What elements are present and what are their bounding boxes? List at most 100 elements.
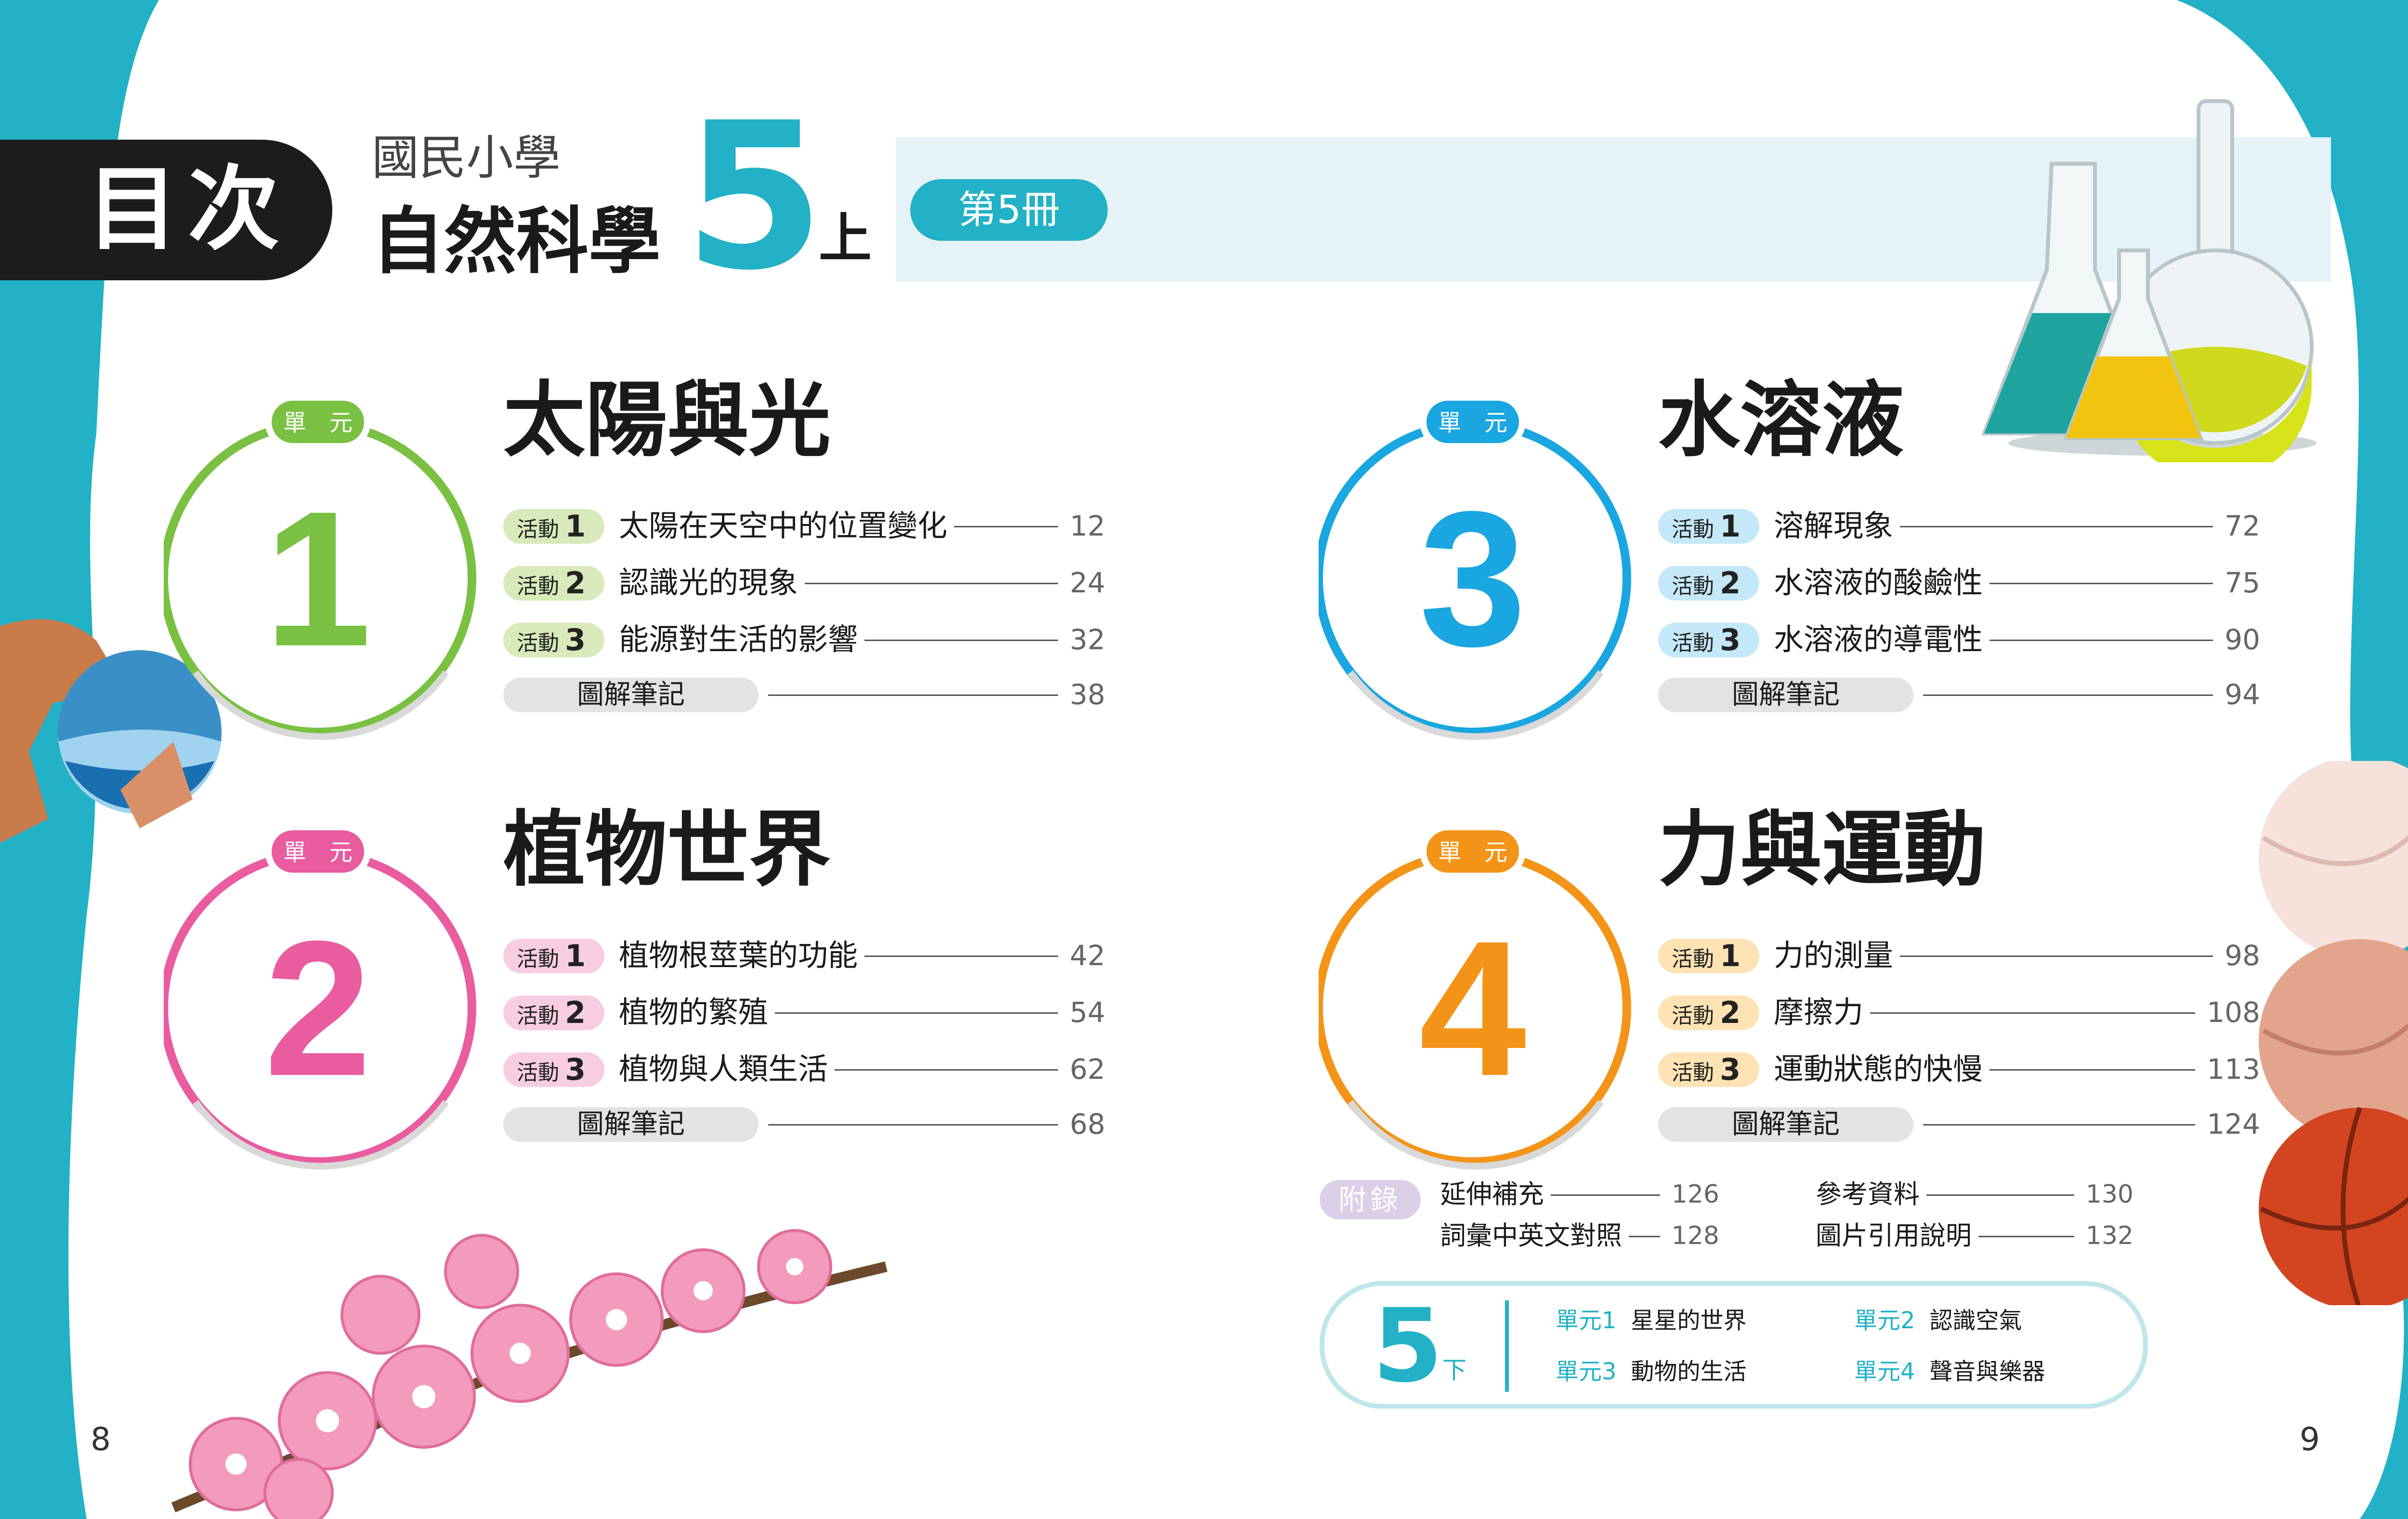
activity-row[interactable]: 活動 1 溶解現象 72	[1658, 507, 2260, 545]
next-unit-3[interactable]: 單元3 動物的生活	[1556, 1357, 1747, 1386]
activity-title: 能源對生活的影響	[619, 622, 858, 657]
next-unit-title: 動物的生活	[1631, 1358, 1747, 1385]
activity-number: 2	[1720, 565, 1741, 601]
appendix-label: 附錄	[1320, 1180, 1421, 1219]
activity-row[interactable]: 活動 2 水溶液的酸鹼性 75	[1658, 563, 2260, 602]
unit-title[interactable]: 力與運動	[1658, 802, 1986, 898]
activity-pill: 活動 1	[503, 939, 604, 973]
page-number: 94	[2225, 678, 2260, 711]
activity-title: 認識光的現象	[619, 565, 798, 600]
appendix-item[interactable]: 詞彙中英文對照 128	[1440, 1217, 1719, 1255]
activity-number: 3	[1720, 1052, 1741, 1087]
activity-row[interactable]: 活動 3 水溶液的導電性 90	[1658, 620, 2260, 659]
page-number: 126	[1671, 1180, 1719, 1209]
appendix-item[interactable]: 圖片引用說明 132	[1816, 1217, 2133, 1255]
page-number: 54	[1070, 996, 1105, 1029]
activity-title: 太陽在天空中的位置變化	[619, 508, 948, 543]
leader-line	[1870, 1012, 2195, 1014]
unit-2-block: 單 元 2 植物世界活動 1 植物根莖葉的功能 42 活動 2 植物的繁殖 54 活動 3 植物與人類生…	[164, 802, 1105, 1239]
next-unit-title: 聲音與樂器	[1929, 1358, 2045, 1385]
next-unit-2[interactable]: 單元2 認識空氣	[1854, 1306, 2022, 1335]
unit-badge-label: 單 元	[283, 839, 353, 866]
balls-image	[2259, 761, 2408, 1305]
activity-title: 力的測量	[1774, 938, 1894, 973]
leader-line	[1923, 694, 2213, 696]
unit-title[interactable]: 植物世界	[503, 802, 831, 898]
activity-number: 1	[565, 938, 586, 973]
notes-row[interactable]: 圖解筆記 38	[503, 675, 1105, 714]
activity-row[interactable]: 活動 3 植物與人類生活 62	[503, 1050, 1105, 1088]
page-number: 12	[1070, 510, 1105, 542]
next-volume-divider	[1505, 1300, 1509, 1392]
leader-line	[1551, 1194, 1660, 1196]
appendix-item-title: 參考資料	[1816, 1179, 1920, 1209]
activity-pill: 活動 2	[503, 995, 604, 1030]
notes-row[interactable]: 圖解筆記 94	[1658, 675, 2260, 714]
appendix-item-title: 圖片引用說明	[1816, 1220, 1972, 1251]
page-number: 132	[2085, 1221, 2133, 1250]
leader-line	[1989, 1069, 2195, 1071]
activity-number: 1	[1720, 509, 1741, 544]
leader-line	[805, 583, 1058, 584]
appendix-item[interactable]: 延伸補充 126	[1440, 1175, 1719, 1214]
next-unit-1[interactable]: 單元1 星星的世界	[1556, 1306, 1747, 1335]
next-unit-4[interactable]: 單元4 聲音與樂器	[1854, 1357, 2045, 1386]
notes-pill: 圖解筆記	[503, 1107, 759, 1142]
activity-label: 活動	[517, 631, 559, 655]
activity-number: 3	[1720, 622, 1741, 657]
next-unit-title: 星星的世界	[1631, 1307, 1747, 1334]
activity-title: 運動狀態的快慢	[1774, 1051, 1983, 1087]
activity-row[interactable]: 活動 2 植物的繁殖 54	[503, 993, 1105, 1032]
notes-row[interactable]: 圖解筆記 124	[1658, 1105, 2260, 1143]
activity-row[interactable]: 活動 1 植物根莖葉的功能 42	[503, 936, 1105, 975]
activity-row[interactable]: 活動 2 摩擦力 108	[1658, 993, 2260, 1032]
page-number: 108	[2207, 996, 2260, 1029]
activity-row[interactable]: 活動 3 能源對生活的影響 32	[503, 620, 1105, 659]
notes-row[interactable]: 圖解筆記 68	[503, 1105, 1105, 1143]
unit-3-block: 單 元 3 水溶液 活動 1 溶解現象 72 活動 2 水溶液的酸鹼性 75 活動 3 水溶液的導電性 90…	[1319, 373, 2260, 809]
page-number: 38	[1070, 678, 1105, 711]
activity-label: 活動	[517, 947, 559, 971]
next-unit-label: 單元4	[1854, 1358, 1915, 1385]
page-number: 68	[1070, 1108, 1105, 1140]
activity-label: 活動	[1672, 1004, 1714, 1028]
activity-number: 3	[565, 622, 586, 657]
notes-pill: 圖解筆記	[1658, 678, 1913, 712]
page-number: 24	[1070, 566, 1105, 599]
unit-title[interactable]: 太陽與光	[503, 373, 831, 468]
unit-title[interactable]: 水溶液	[1658, 373, 1904, 468]
leader-line	[1900, 526, 2213, 527]
leader-line	[954, 526, 1058, 527]
next-unit-label: 單元2	[1854, 1307, 1915, 1334]
page-number: 128	[1671, 1221, 1719, 1250]
activity-number: 1	[1720, 938, 1741, 973]
unit-number: 3	[1419, 471, 1526, 686]
leader-line	[1989, 583, 2213, 584]
page-number: 113	[2207, 1053, 2260, 1086]
leader-line	[1900, 956, 2213, 957]
activity-number: 3	[565, 1052, 586, 1087]
unit-4-block: 單 元 4 力與運動 活動 1 力的測量 98 活動 2 摩擦力 108 活動 3 運動狀態的快慢 113 圖…	[1319, 802, 2260, 1239]
appendix-item-title: 詞彙中英文對照	[1440, 1220, 1622, 1251]
unit-number-ring: 單 元 3	[1319, 395, 1631, 740]
leader-line	[768, 1124, 1058, 1126]
unit-number-ring: 單 元 2	[164, 825, 476, 1170]
notes-pill: 圖解筆記	[1658, 1107, 1913, 1142]
page-number: 75	[2225, 566, 2260, 599]
activity-row[interactable]: 活動 1 太陽在天空中的位置變化 12	[503, 507, 1105, 545]
subject-title: 自然科學	[372, 200, 661, 284]
unit-number-ring: 單 元 4	[1319, 825, 1631, 1170]
leader-line	[1926, 1194, 2074, 1196]
appendix-item-title: 延伸補充	[1440, 1179, 1544, 1209]
volume-badge: 第5冊	[910, 179, 1108, 241]
activity-title: 水溶液的導電性	[1774, 622, 1983, 657]
page-number: 130	[2085, 1180, 2133, 1209]
activity-pill: 活動 2	[1658, 995, 1759, 1030]
activity-row[interactable]: 活動 1 力的測量 98	[1658, 936, 2260, 975]
leader-line	[1978, 1236, 2074, 1237]
appendix-item[interactable]: 參考資料 130	[1816, 1175, 2133, 1214]
unit-number: 4	[1419, 901, 1528, 1116]
activity-row[interactable]: 活動 3 運動狀態的快慢 113	[1658, 1050, 2260, 1088]
activity-row[interactable]: 活動 2 認識光的現象 24	[503, 563, 1105, 602]
unit-number-ring: 單 元 1	[164, 395, 476, 740]
